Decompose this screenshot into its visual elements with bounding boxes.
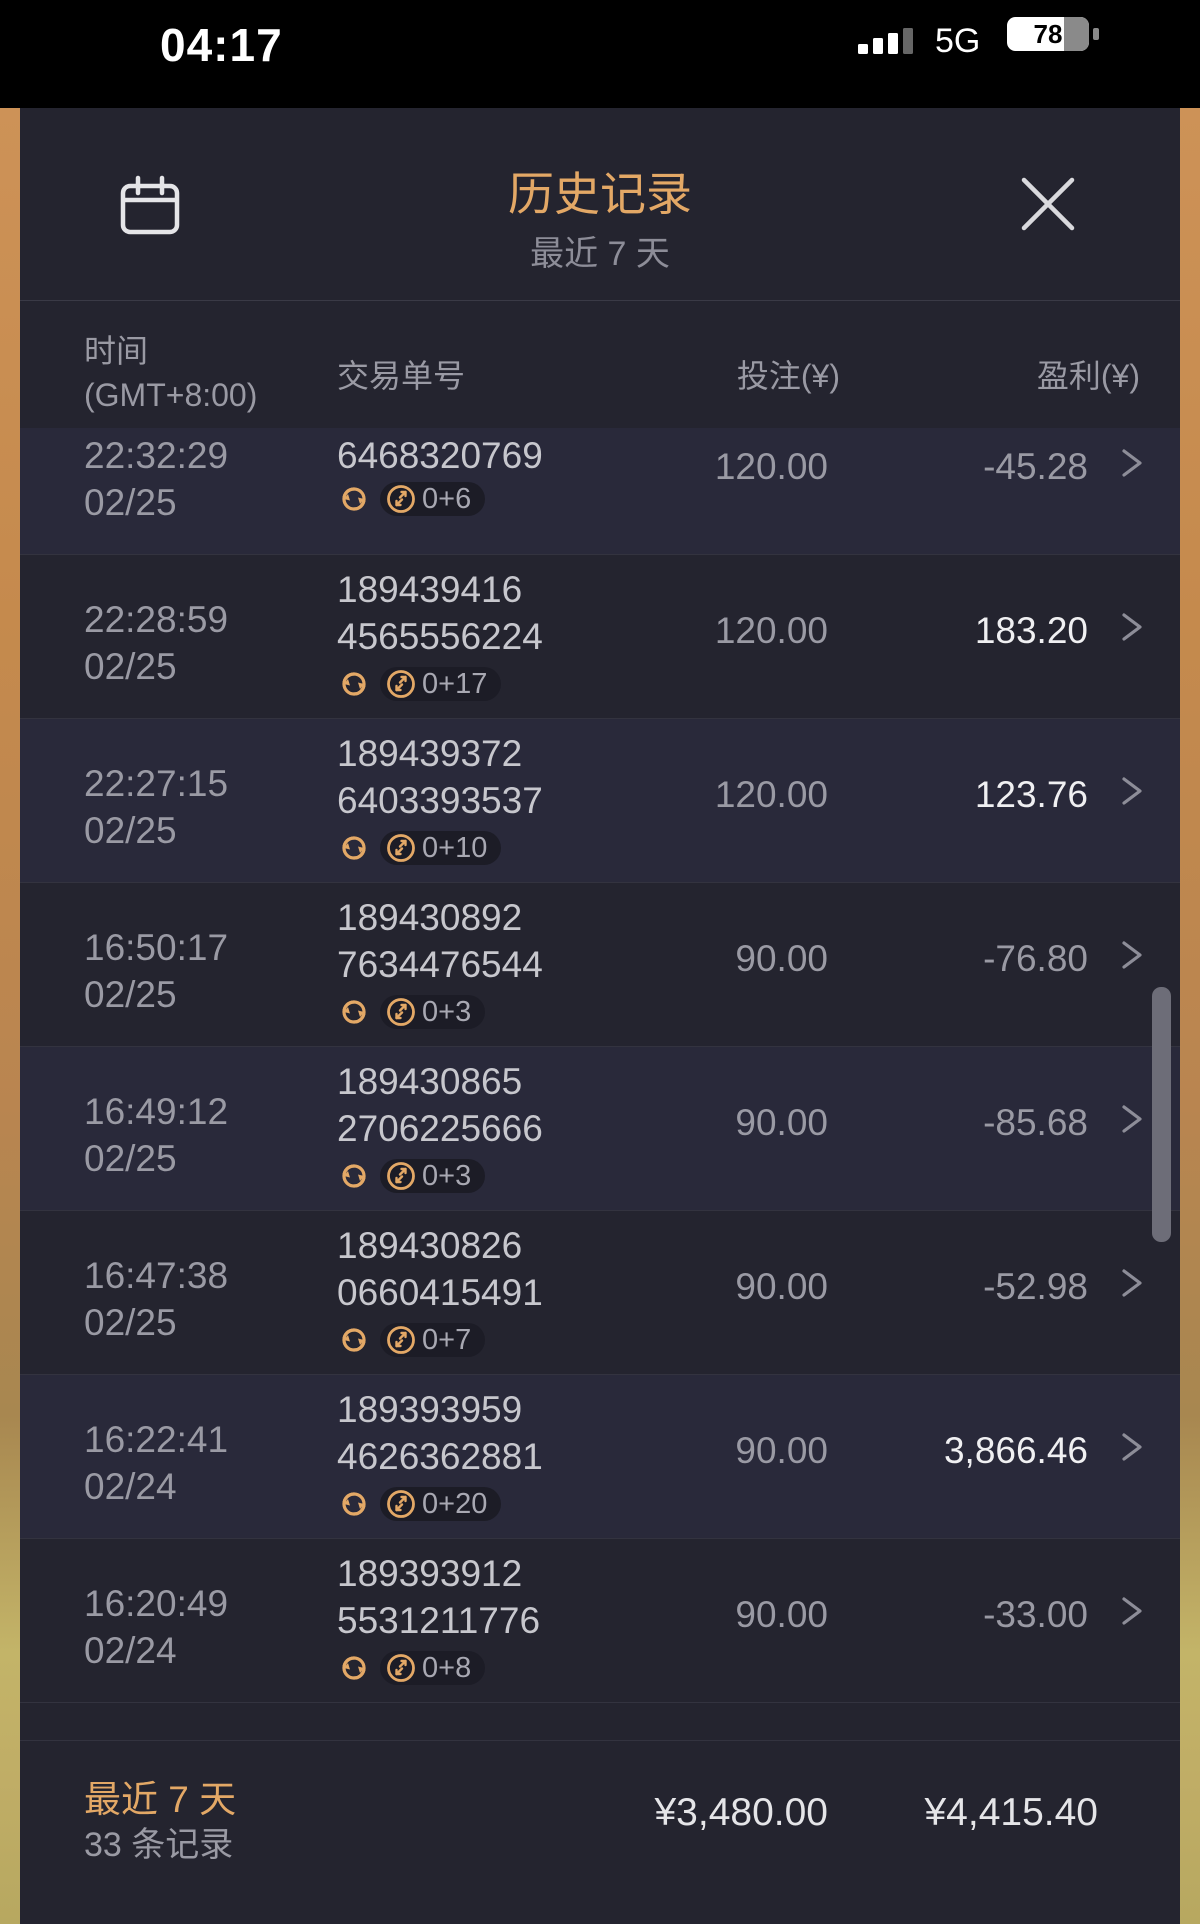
svg-text:78: 78 [1034,19,1063,49]
